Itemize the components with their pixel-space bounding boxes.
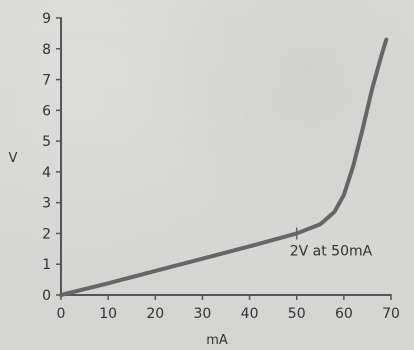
y-tick-label: 5 (42, 134, 51, 150)
x-tick-label: 10 (99, 306, 117, 322)
x-tick-label: 70 (382, 306, 400, 322)
labels-layer: 0 1 2 3 4 5 6 7 8 9 0 10 20 30 40 50 60 70 2V at 50mA VmA (9, 11, 400, 348)
series-line (59, 37, 389, 297)
curve-annotation: 2V at 50mA (290, 243, 373, 259)
y-tick-label: 4 (42, 165, 51, 181)
ticks-layer (56, 17, 392, 300)
y-tick-label: 9 (42, 11, 51, 27)
y-tick-label: 0 (42, 288, 51, 304)
x-tick-label: 20 (146, 306, 164, 322)
y-axis-label: V (9, 151, 18, 166)
y-tick-label: 1 (42, 257, 51, 273)
y-tick-label: 6 (42, 103, 51, 119)
x-axis-label: mA (206, 333, 228, 348)
y-tick-label: 8 (42, 42, 51, 58)
y-tick-label: 3 (42, 196, 51, 212)
x-tick-label: 50 (288, 306, 306, 322)
series-layer (59, 37, 389, 297)
y-tick-label: 7 (42, 73, 51, 89)
x-tick-label: 0 (57, 306, 66, 322)
y-tick-label: 2 (42, 226, 51, 242)
x-tick-label: 60 (335, 306, 353, 322)
x-tick-label: 40 (241, 306, 259, 322)
axes-layer (60, 18, 391, 296)
x-tick-label: 30 (194, 306, 212, 322)
